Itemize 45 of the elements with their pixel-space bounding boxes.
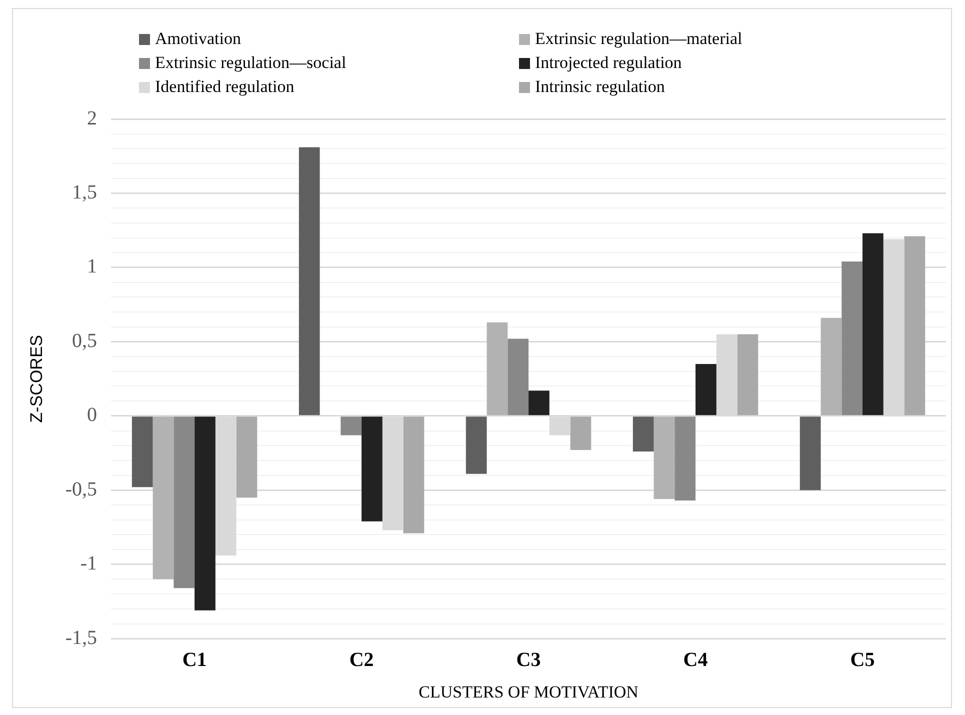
legend-label: Identified regulation: [155, 77, 294, 97]
bar: [800, 416, 821, 490]
bar: [842, 262, 863, 416]
bar: [862, 233, 884, 416]
bar: [466, 416, 487, 474]
x-axis-title: CLUSTERS OF MOTIVATION: [418, 682, 638, 702]
bar: [132, 416, 153, 488]
legend-label: Amotivation: [155, 29, 241, 49]
y-tick-label: 1: [87, 256, 98, 278]
y-tick-label: 0,5: [72, 330, 98, 352]
bar: [696, 364, 716, 416]
bar: [674, 416, 696, 501]
bar: [194, 416, 216, 610]
x-tick-label: C4: [683, 648, 708, 671]
bar: [340, 416, 362, 436]
bar: [654, 416, 675, 500]
bar: [403, 416, 424, 534]
legend-label: Intrinsic regulation: [535, 77, 665, 97]
bar: [298, 147, 320, 416]
bar: [737, 334, 758, 416]
legend-label: Introjected regulation: [535, 53, 682, 73]
y-tick-label: 0: [87, 404, 98, 426]
bar: [486, 322, 508, 416]
legend-label: Extrinsic regulation—social: [155, 53, 346, 73]
bar: [820, 318, 842, 416]
y-tick-label: 1,5: [72, 181, 98, 204]
bar: [904, 236, 926, 416]
bar: [236, 416, 258, 498]
y-tick-label: 2: [87, 107, 98, 130]
bar: [174, 416, 195, 588]
x-tick-label: C2: [349, 648, 374, 671]
x-tick-label: C3: [516, 648, 541, 671]
legend-label: Extrinsic regulation—material: [535, 29, 742, 49]
bar: [508, 338, 529, 416]
bar: [528, 390, 550, 416]
bar: [632, 416, 654, 452]
y-axis-title: Z-SCORES: [26, 334, 46, 423]
bar: [152, 416, 174, 580]
bar: [570, 416, 592, 450]
x-tick-label: C5: [850, 648, 875, 671]
y-tick-label: -1,5: [65, 626, 98, 649]
y-tick-label: -0,5: [65, 478, 98, 500]
bar: [362, 416, 382, 522]
y-tick-label: -1: [80, 552, 98, 575]
x-tick-label: C1: [182, 648, 207, 671]
